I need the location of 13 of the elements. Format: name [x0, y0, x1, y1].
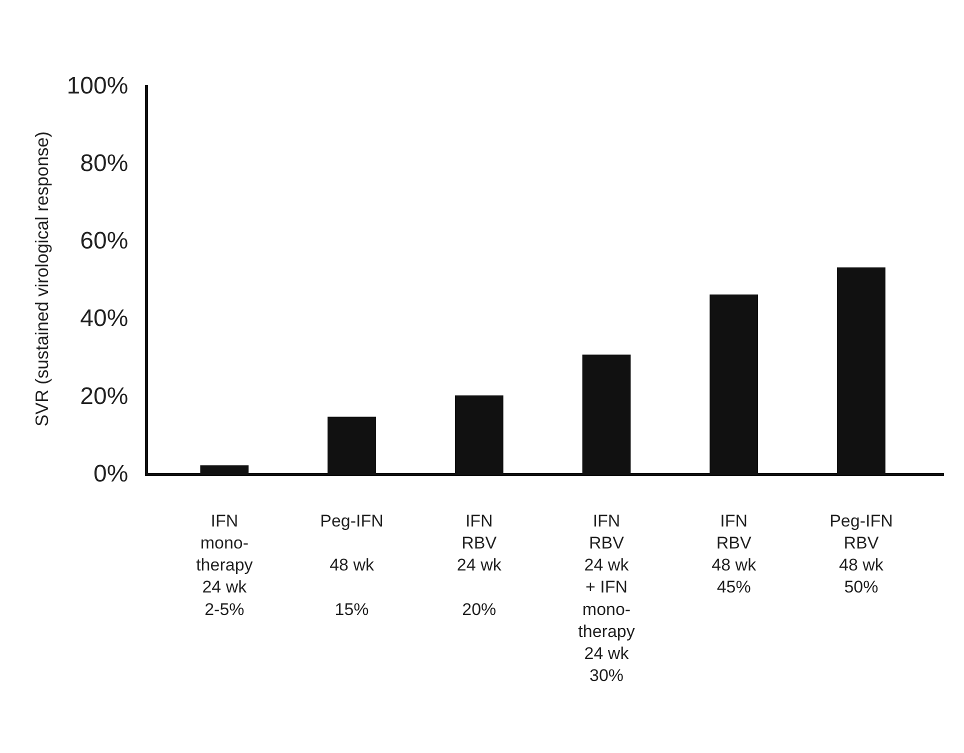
- y-tick-label: 20%: [80, 382, 128, 410]
- x-tick-label: Peg-IFN RBV 48 wk 50%: [830, 511, 893, 597]
- x-tick-label: IFN RBV 24 wk + IFN mono- therapy 24 wk 30%: [578, 511, 636, 686]
- y-tick-label: 0%: [94, 460, 128, 488]
- y-tick-label: 100%: [66, 72, 128, 100]
- x-tick-label: IFN RBV 48 wk 45%: [712, 511, 757, 597]
- category-label: IFN RBV 24 wk 20%: [456, 511, 502, 619]
- y-tick-label: 60%: [80, 228, 128, 255]
- y-tick-label: 80%: [80, 150, 128, 177]
- y-tick-label: 40%: [80, 305, 128, 332]
- y-axis-title: SVR (sustained virological response): [32, 131, 52, 427]
- category-label: Peg-IFN 48 wk 15%: [320, 511, 384, 619]
- x-tick-label: IFN mono- therapy 24 wk 2-5%: [196, 511, 254, 619]
